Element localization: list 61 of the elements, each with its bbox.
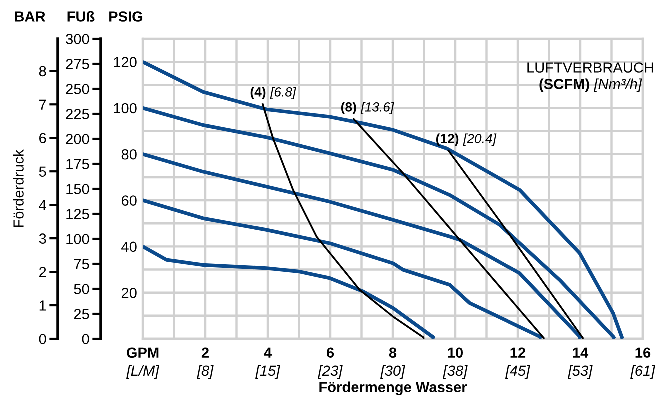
x-tick-label: 2 xyxy=(202,348,209,358)
x-axis-title: Fördermenge Wasser xyxy=(320,382,468,396)
y-tick-label: 20 xyxy=(122,288,137,298)
line-series xyxy=(352,118,546,339)
line-series xyxy=(143,244,436,339)
y3-tick-label: 8 xyxy=(39,66,46,77)
y3-tick-label: 3 xyxy=(39,234,46,244)
x2-tick-label: [23] xyxy=(318,365,343,379)
x-tick-label: 16 xyxy=(636,348,651,358)
x2-tick-label: [30] xyxy=(380,365,406,379)
line-series xyxy=(262,102,426,339)
y2-tick-label: 100 xyxy=(66,234,90,244)
y-axis-title: PSIG xyxy=(110,12,143,22)
x-tick-label: 12 xyxy=(510,348,526,358)
y2-tick-label: 225 xyxy=(66,109,90,120)
y3-tick-label: 4 xyxy=(39,200,46,210)
y2-tick-label: 25 xyxy=(74,309,90,320)
y2-tick-label: 275 xyxy=(66,59,90,70)
y3-axis-title: BAR xyxy=(15,12,46,22)
y2-tick-label: 200 xyxy=(66,134,90,144)
x-tick-label: 4 xyxy=(264,348,272,358)
y-tick-label: 100 xyxy=(114,103,137,114)
y3-tick-label: 6 xyxy=(40,133,46,144)
x2-tick-label: [15] xyxy=(256,365,280,379)
y3-tick-label: 7 xyxy=(40,100,46,110)
x2-tick-label: [8] xyxy=(197,365,214,379)
y2-tick-label: 75 xyxy=(74,259,90,270)
text: Förderdruck xyxy=(13,150,24,228)
y-tick-label: 80 xyxy=(122,149,137,160)
series-label: (4) [6.8] xyxy=(250,87,296,100)
y-tick-label: 120 xyxy=(114,57,137,68)
y3-tick-label: 1 xyxy=(40,300,46,311)
y2-tick-label: 150 xyxy=(66,184,90,194)
x-tick-label: 14 xyxy=(573,348,589,358)
y3-tick-label: 0 xyxy=(39,334,46,344)
y-tick-label: 40 xyxy=(122,242,137,252)
y2-tick-label: 50 xyxy=(74,284,90,294)
y2-tick-label: 250 xyxy=(66,84,90,94)
x-tick-label: 10 xyxy=(448,348,464,358)
series-label: (12) [20.4] xyxy=(436,134,497,146)
y-tick-label: 60 xyxy=(122,196,137,206)
y2-tick-label: 300 xyxy=(66,34,90,44)
annotation: LUFTVERBRAUCH xyxy=(528,62,654,73)
annotation: (SCFM) [Nm³/h] xyxy=(540,78,642,92)
y2-tick-label: 0 xyxy=(82,334,90,344)
series-label: (8) [13.6] xyxy=(341,102,394,114)
y3-tick-label: 5 xyxy=(39,166,46,178)
x2-tick-label: [38] xyxy=(443,365,468,379)
x-tick-label: 6 xyxy=(326,348,334,358)
x2-tick-label: [L/M] xyxy=(126,365,160,379)
line-series xyxy=(143,152,582,339)
y3-tick-label: 2 xyxy=(40,267,46,278)
x2-tick-label: [53] xyxy=(568,365,593,379)
y2-tick-label: 175 xyxy=(66,159,90,170)
x2-tick-label: [61] xyxy=(630,365,656,379)
y2-axis-title: FUß xyxy=(68,11,95,22)
line-series xyxy=(143,198,544,339)
x2-tick-label: [45] xyxy=(506,365,530,379)
x-tick-label: 8 xyxy=(389,348,397,358)
y2-tick-label: 125 xyxy=(66,209,90,220)
x-tick-label: GPM xyxy=(126,348,159,358)
